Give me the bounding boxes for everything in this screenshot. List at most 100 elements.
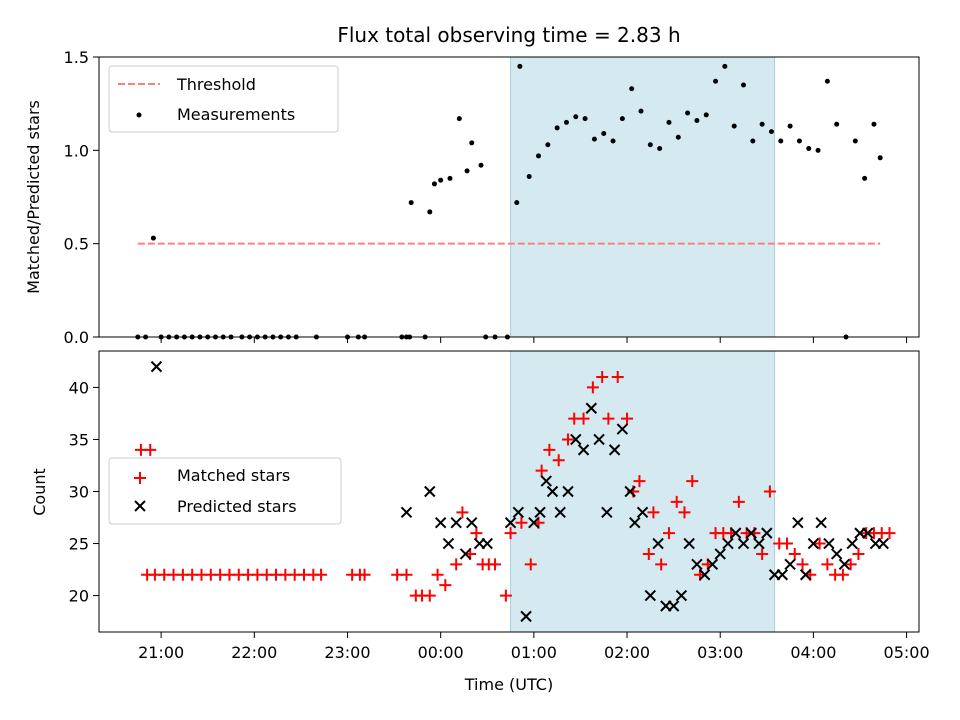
measurement-point xyxy=(694,117,700,123)
matched-star-point xyxy=(144,443,157,456)
predicted-star-point xyxy=(706,558,719,571)
measurement-point xyxy=(713,78,719,84)
predicted-star-point xyxy=(714,548,726,560)
matched-star-point xyxy=(686,475,699,488)
predicted-star-point xyxy=(667,600,680,612)
measurement-point xyxy=(563,119,569,125)
matched-star-point xyxy=(504,527,517,540)
measurement-point xyxy=(703,112,709,118)
y-tick-label: 0.5 xyxy=(64,235,89,254)
matched-star-point xyxy=(813,537,826,550)
matched-star-point xyxy=(633,475,646,488)
measurement-point xyxy=(806,145,812,151)
predicted-star-point xyxy=(400,506,413,519)
measurement-point xyxy=(638,108,644,114)
predicted-star-point xyxy=(616,423,629,435)
matched-star-point xyxy=(400,568,413,581)
predicted-star-point xyxy=(577,444,590,456)
measurement-point xyxy=(778,138,784,144)
matched-star-point xyxy=(844,558,857,571)
measurement-point xyxy=(431,181,437,187)
matched-star-point xyxy=(647,506,660,519)
predicted-star-point xyxy=(534,506,546,519)
predicted-star-point xyxy=(434,517,447,529)
measurement-point xyxy=(824,78,830,84)
predicted-star-point xyxy=(570,433,582,446)
predicted-star-point xyxy=(520,610,532,623)
measurement-point xyxy=(478,162,484,168)
measurement-point xyxy=(438,177,444,183)
top-panel: 0.0 0.5 1.0 1.5 Matched/Predicted stars Thr… xyxy=(24,48,920,347)
measurement-point xyxy=(514,200,520,206)
predicted-star-point xyxy=(442,537,455,550)
matched-star-point xyxy=(763,485,776,498)
measurement-point xyxy=(834,121,840,127)
measurement-point xyxy=(815,147,821,153)
y-tick-label: 35 xyxy=(69,430,89,449)
top-y-axis-label: Matched/Predicted stars xyxy=(24,100,43,294)
matched-star-point xyxy=(852,547,865,560)
matched-star-point xyxy=(562,433,575,446)
matched-star-point xyxy=(543,443,556,456)
matched-star-point xyxy=(552,454,565,467)
predicted-star-point xyxy=(784,558,796,571)
measurement-point xyxy=(796,138,802,144)
x-tick-label: 01:00 xyxy=(511,643,557,662)
predicted-star-point xyxy=(862,527,874,539)
predicted-star-point xyxy=(877,537,889,550)
predicted-star-point xyxy=(629,517,641,529)
predicted-star-point xyxy=(593,433,605,446)
measurement-point xyxy=(871,121,877,127)
predicted-star-point xyxy=(683,537,695,550)
matched-star-point xyxy=(662,527,675,540)
predicted-star-point xyxy=(807,537,820,550)
predicted-star-point xyxy=(753,537,765,550)
y-tick-label: 20 xyxy=(69,587,89,606)
bottom-plot-marks xyxy=(134,360,896,623)
bottom-panel: 20 25 30 35 40 21:00 22:00 23:00 00:00 01:00 02:0… xyxy=(30,350,930,694)
matched-star-point xyxy=(821,558,834,571)
predicted-star-point xyxy=(459,548,472,560)
measurement-point xyxy=(619,116,625,122)
measurement-point xyxy=(852,138,858,144)
matched-star-point xyxy=(642,547,655,560)
matched-star-point xyxy=(836,568,849,581)
predicted-star-point xyxy=(528,517,540,529)
measurement-point xyxy=(610,138,616,144)
measurement-point xyxy=(877,155,883,161)
x-tick-label: 22:00 xyxy=(231,643,277,662)
predicted-star-point xyxy=(601,506,613,519)
predicted-star-point xyxy=(644,589,657,602)
x-tick-label: 05:00 xyxy=(884,643,930,662)
predicted-star-point xyxy=(776,569,789,581)
measurements-legend-swatch xyxy=(136,112,142,118)
top-legend: Threshold Measurements xyxy=(108,65,339,133)
matched-star-point xyxy=(524,558,537,571)
measurement-point xyxy=(554,125,560,131)
matched-star-point xyxy=(470,527,483,540)
predicted-star-point xyxy=(424,485,436,498)
matched-star-point xyxy=(439,579,452,592)
x-tick-label: 00:00 xyxy=(418,643,464,662)
matched-star-point xyxy=(489,558,502,571)
bottom-legend: Matched stars Predicted stars xyxy=(108,457,342,525)
x-tick-label: 04:00 xyxy=(790,643,836,662)
x-tick-label: 21:00 xyxy=(138,643,184,662)
y-tick-label: 25 xyxy=(69,535,89,554)
measurement-point xyxy=(862,175,868,181)
observing-window-shade-top xyxy=(510,56,776,338)
matched-star-point xyxy=(796,558,809,571)
matched-star-point xyxy=(780,537,793,550)
matched-star-point xyxy=(883,527,896,540)
matched-star-point xyxy=(670,495,683,508)
top-y-ticks: 0.0 0.5 1.0 1.5 xyxy=(64,48,99,347)
measurement-point xyxy=(536,153,542,159)
predicted-star-point xyxy=(761,527,773,539)
predicted-star-point xyxy=(562,485,574,498)
predicted-star-point xyxy=(830,548,843,560)
predicted-star-point xyxy=(815,517,827,529)
measurement-point xyxy=(469,140,475,146)
matched-star-point xyxy=(450,558,463,571)
predicted-star-point xyxy=(608,444,621,456)
matched-star-point xyxy=(431,568,444,581)
